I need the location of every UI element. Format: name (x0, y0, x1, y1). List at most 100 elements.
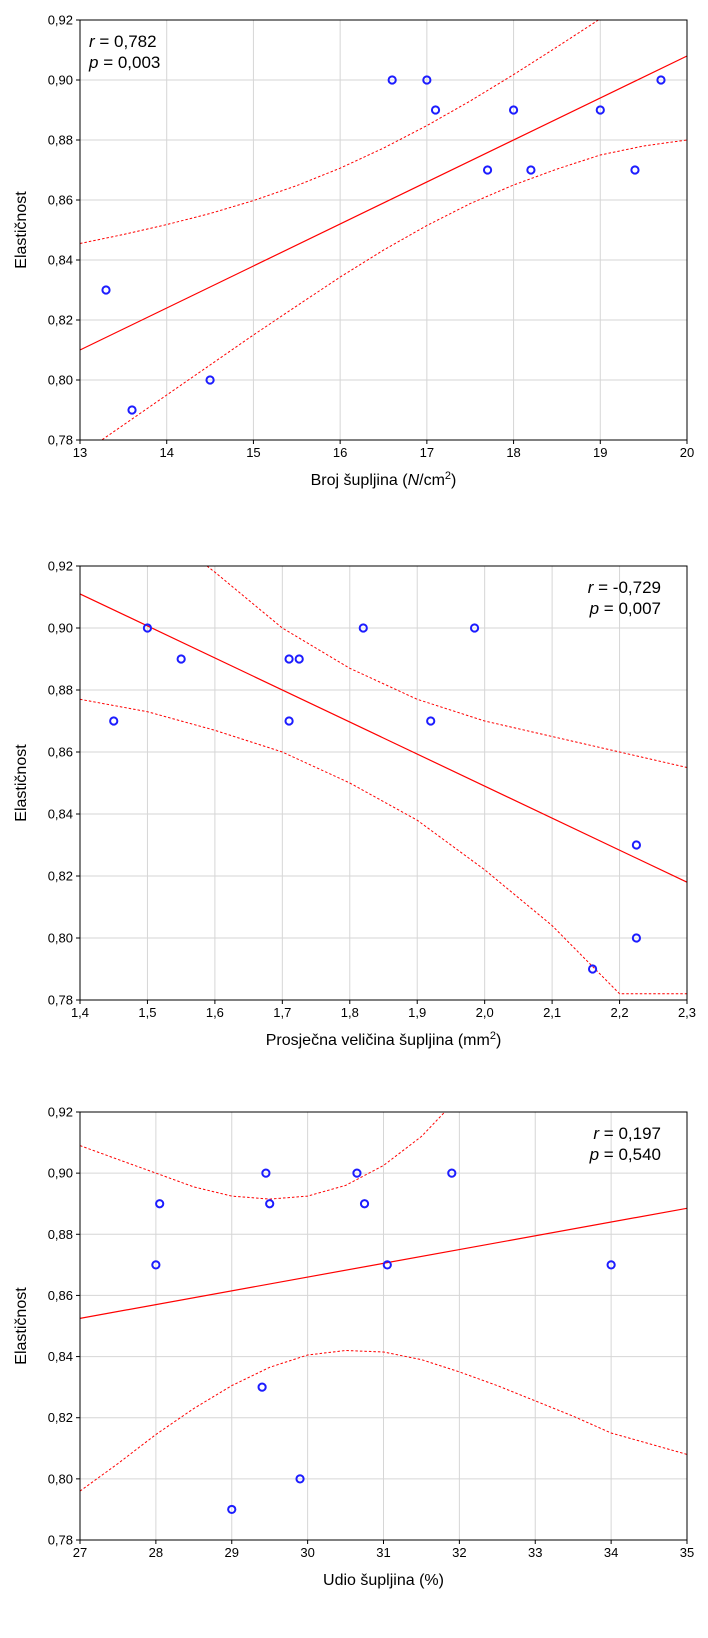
data-point (631, 840, 642, 850)
y-tick-label: 0,86 (48, 193, 73, 208)
x-tick-label: 15 (246, 445, 260, 460)
stat-p: p = 0,007 (589, 599, 661, 618)
scatter-chart-2: 1,4 1,5 1,6 1,7 1,8 1,9 2,0 2,1 2,2 2,3 0,78 0,80 0,… (13, 559, 696, 1050)
data-point (142, 623, 153, 633)
plot-frame (79, 565, 688, 1001)
data-point (526, 165, 536, 175)
stat-r: r = 0,782 (89, 32, 157, 51)
data-point (155, 1199, 165, 1209)
y-tick-label: 0,78 (48, 993, 73, 1008)
x-tick-label: 1,4 (71, 1005, 89, 1020)
confidence-band-lower (80, 1349, 687, 1492)
x-tick-label: 1,7 (273, 1005, 291, 1020)
y-tick-label: 0,78 (48, 433, 73, 448)
y-tick-label: 0,86 (48, 745, 73, 760)
data-point (387, 75, 397, 85)
confidence-band-lower (80, 698, 687, 995)
scatter-chart-1: 13 14 15 16 17 18 19 20 0,78 0,80 0,82 0,84 0,86 0,88… (13, 13, 694, 490)
y-tick-label: 0,92 (48, 13, 73, 28)
x-tick-label: 28 (149, 1545, 163, 1560)
data-point (294, 654, 304, 664)
data-point (587, 964, 598, 974)
y-tick-label: 0,86 (48, 1288, 73, 1303)
y-tick-label: 0,90 (48, 1166, 73, 1181)
y-axis-title: Elastičnost (13, 744, 30, 822)
y-tick-label: 0,88 (48, 1227, 73, 1242)
x-tick-label: 2,3 (678, 1005, 696, 1020)
data-point (508, 105, 519, 115)
x-axis-title: Broj šupljina (N/cm2) (311, 470, 457, 489)
data-point (656, 75, 666, 85)
stat-p: p = 0,003 (88, 53, 160, 72)
plot-area (80, 20, 687, 440)
confidence-band-lower (100, 139, 687, 440)
data-point (265, 1199, 275, 1209)
y-tick-label: 0,92 (48, 559, 73, 574)
x-tick-label: 2,2 (611, 1005, 629, 1020)
x-tick-label: 29 (225, 1545, 239, 1560)
data-point (261, 1168, 271, 1178)
x-tick-label: 1,6 (206, 1005, 224, 1020)
y-axis-title: Elastičnost (13, 191, 30, 269)
x-tick-label: 34 (604, 1545, 618, 1560)
x-tick-label: 13 (73, 445, 87, 460)
regression-line (80, 593, 687, 883)
data-point (257, 1382, 267, 1392)
y-tick-label: 0,82 (48, 313, 73, 328)
y-tick-label: 0,84 (48, 1349, 73, 1364)
x-tick-label: 1,8 (341, 1005, 359, 1020)
x-tick-label: 2,0 (476, 1005, 494, 1020)
x-axis-title: Udio šupljina (%) (323, 1572, 444, 1589)
x-tick-label: 35 (680, 1545, 694, 1560)
data-point (630, 165, 640, 175)
data-point (447, 1168, 457, 1178)
data-point (422, 75, 432, 85)
data-point (295, 1474, 305, 1484)
plot-area (80, 566, 687, 1000)
data-point (426, 716, 436, 726)
data-point (284, 654, 294, 664)
plot-frame (79, 19, 688, 441)
y-tick-label: 0,78 (48, 1533, 73, 1548)
y-tick-label: 0,88 (48, 683, 73, 698)
x-tick-label: 32 (452, 1545, 466, 1560)
stat-r: r = 0,197 (593, 1124, 661, 1143)
x-tick-label: 33 (528, 1545, 542, 1560)
y-tick-label: 0,84 (48, 253, 73, 268)
y-tick-label: 0,80 (48, 931, 73, 946)
x-axis-title: Prosječna veličina šupljina (mm2) (266, 1030, 502, 1049)
x-tick-label: 17 (420, 445, 434, 460)
scatter-chart-3: 27 28 29 30 31 32 33 34 35 0,78 0,80 0,82 0,84 0,86 0,… (13, 1105, 694, 1590)
data-point (205, 375, 215, 385)
stat-r: r = -0,729 (588, 578, 661, 597)
y-tick-label: 0,88 (48, 133, 73, 148)
data-point (109, 716, 119, 726)
y-tick-label: 0,80 (48, 373, 73, 388)
y-tick-label: 0,82 (48, 869, 73, 884)
stat-p: p = 0,540 (589, 1145, 661, 1164)
regression-line (80, 55, 687, 351)
x-tick-label: 31 (376, 1545, 390, 1560)
x-tick-label: 1,5 (138, 1005, 156, 1020)
y-tick-label: 0,90 (48, 621, 73, 636)
x-tick-label: 30 (300, 1545, 314, 1560)
x-tick-label: 18 (506, 445, 520, 460)
data-point (101, 285, 111, 295)
plot-layer (80, 566, 687, 995)
x-tick-label: 2,1 (543, 1005, 561, 1020)
data-point (382, 1260, 392, 1270)
data-point (469, 623, 480, 633)
data-point (606, 1260, 616, 1270)
x-tick-label: 27 (73, 1545, 87, 1560)
data-point (352, 1168, 362, 1178)
data-point (151, 1260, 161, 1270)
x-tick-label: 20 (680, 445, 694, 460)
x-tick-label: 1,9 (408, 1005, 426, 1020)
x-tick-label: 16 (333, 445, 347, 460)
data-point (359, 1199, 370, 1209)
data-point (176, 654, 186, 664)
y-tick-label: 0,84 (48, 807, 73, 822)
confidence-band-upper (206, 566, 687, 768)
data-point (284, 716, 294, 726)
